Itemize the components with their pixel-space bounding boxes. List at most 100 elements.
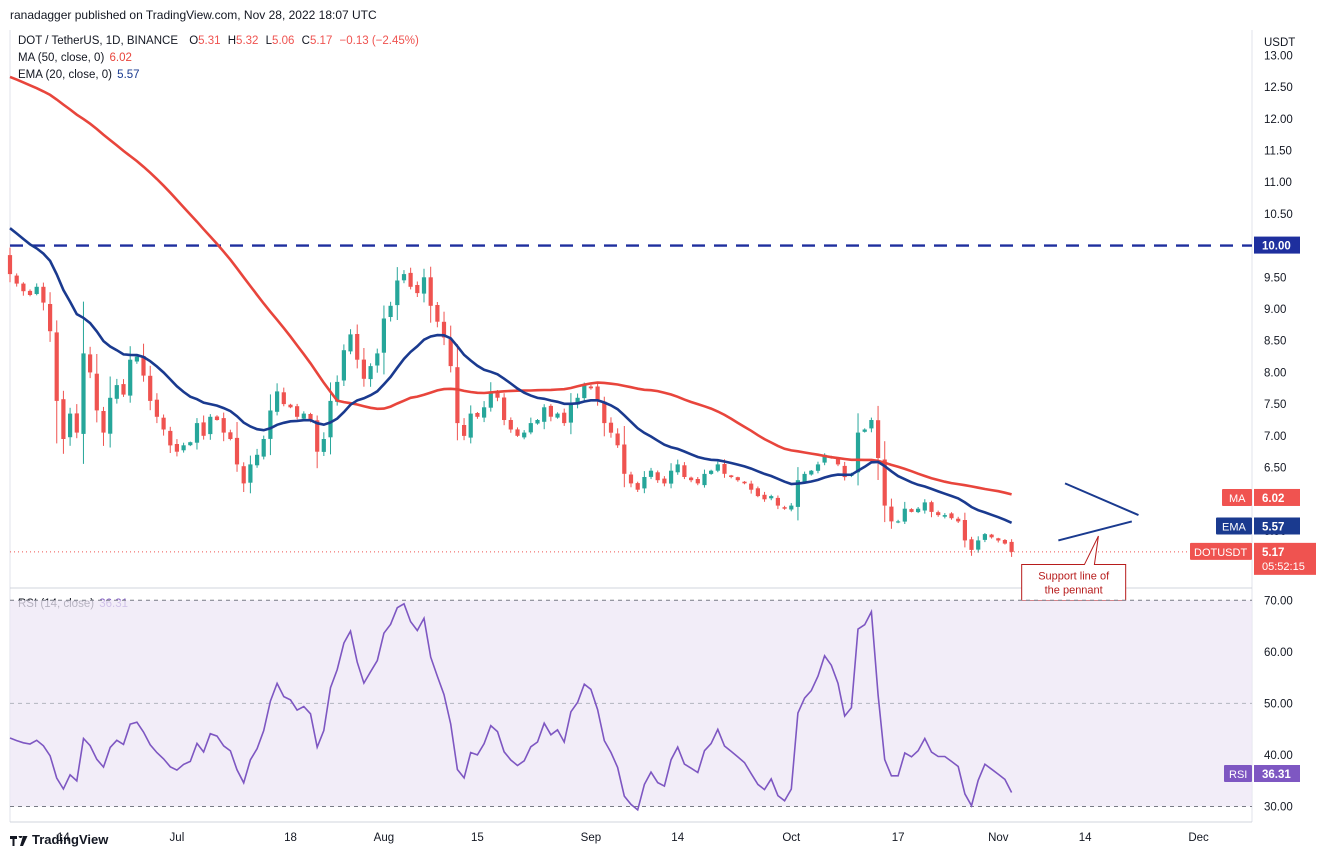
candle-body [301,413,306,419]
candle-body [976,540,981,550]
rsi-badge-label: RSI [1229,769,1247,781]
candle-body [441,321,447,338]
candle-body [922,502,927,511]
candle-body [488,391,493,408]
price-tick-label: 9.50 [1264,272,1286,284]
candle-body [108,397,113,434]
candle-body [548,405,553,417]
candle-body [168,430,173,446]
candle-body [675,464,680,473]
price-tick-label: 11.50 [1264,146,1292,158]
ohlc-low: 5.06 [272,35,295,47]
candle-body [401,274,407,281]
ma-badge-value: 6.02 [1262,493,1284,505]
rsi-badge-label-bg [1224,765,1252,783]
ohlc-change: −0.13 (−2.45%) [339,35,419,47]
time-tick-label: 15 [471,832,484,844]
candle-body [348,334,353,352]
candle-body [34,286,39,294]
candle-body [208,416,213,435]
candle-body [949,513,954,519]
candle-body [628,474,634,484]
time-tick-label: 14 [671,832,684,844]
time-tick-label: 14 [57,832,70,844]
candle-body [588,386,593,389]
last-price-badge: DOTUSDT 5.17 05:52:15 [1190,542,1316,575]
candle-body [869,420,874,429]
time-tick-label: Dec [1188,832,1209,844]
candle-body [769,496,774,499]
candle-body [381,318,386,353]
candle-body [522,432,527,438]
candle-body [969,539,974,550]
candle-body [608,422,614,433]
candle-body [335,381,340,402]
ohlc-open-label: O [189,35,199,47]
time-tick-label: Jul [170,832,185,844]
candle-body [428,277,433,306]
candle-body [395,280,400,306]
candle-body [689,477,694,481]
candle-body [27,290,33,295]
candle-body [1009,541,1014,552]
candle-body [835,458,841,465]
candle-body [421,277,427,294]
candle-body [435,305,440,322]
candle-body [735,477,740,481]
candle-body [74,413,79,433]
time-tick-label: Aug [374,832,394,844]
candle-body [562,412,567,424]
candle-body [815,464,821,471]
candle-body [842,465,847,478]
candle-body [94,373,99,411]
candle-body [415,285,420,294]
rsi-badge-value: 36.31 [1262,769,1291,781]
symbol-name: DOT / TetherUS, 1D, BINANCE [18,35,178,47]
candle-body [408,272,413,287]
candle-body [782,507,787,509]
rsi-badge: RSI 36.31 [1224,765,1300,783]
candle-body [341,350,346,381]
support-annotation: Support line of the pennant [1021,535,1127,602]
candle-body [602,401,607,424]
ohlc-close: 5.17 [309,35,333,47]
candle-body [48,304,53,332]
candle-body [355,334,360,360]
time-tick-label: 17 [892,832,905,844]
ohlc-close-label: C [301,35,310,47]
publisher-header: ranadagger published on TradingView.com,… [10,8,377,22]
candle-body [909,509,914,512]
ma-legend-value: 6.02 [109,52,132,64]
price-tick-label: 12.50 [1264,82,1293,94]
candle-body [855,432,861,473]
candle-body [201,422,206,436]
level-badge: 10.00 [1254,236,1300,254]
candle-body [882,459,887,506]
candle-body [802,473,807,483]
candle-body [475,413,480,417]
candle-body [188,442,193,446]
candle-body [682,465,687,477]
candle-body [308,414,313,420]
candle-body [462,425,467,436]
candle-body [388,305,393,317]
candle-body [669,470,674,484]
candle-body [742,481,747,484]
candle-body [896,521,901,523]
candle-body [281,392,286,405]
level-badge-bg [1254,236,1300,254]
candle-body [648,470,654,477]
candle-body [695,479,700,484]
candle-body [275,391,280,412]
tradingview-logo-text: TradingView [32,832,109,847]
ema-legend-label: EMA (20, close, 0) [18,69,112,81]
candle-body [221,418,226,433]
candle-body [7,255,13,275]
candle-body [889,506,894,522]
price-tick-label: 10.50 [1264,209,1293,221]
candle-body [595,386,600,401]
candle-body [702,473,707,486]
candle-body [642,477,647,489]
candle-body [535,420,540,424]
